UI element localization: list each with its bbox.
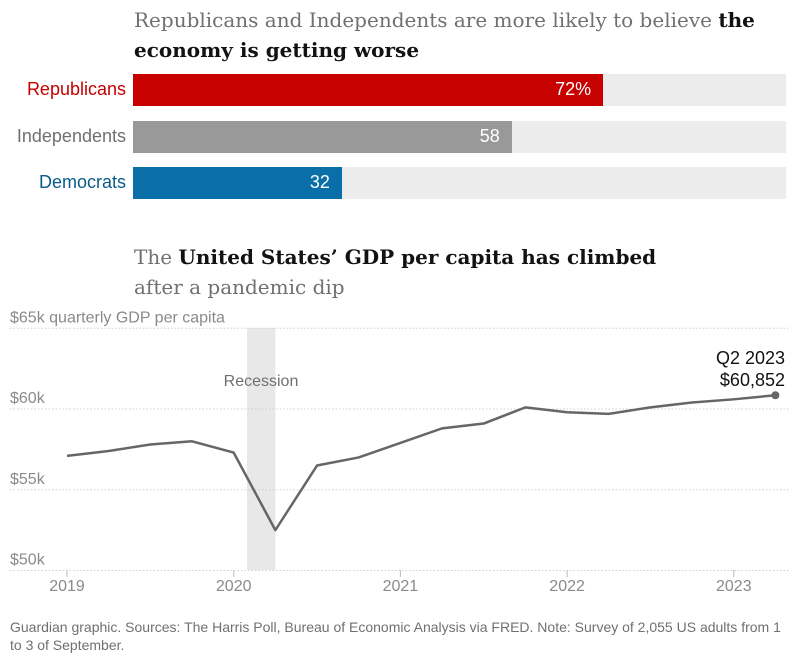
bar-track: 32 xyxy=(133,167,786,199)
line-chart: Recession $65k quarterly GDP per capita $6… xyxy=(10,309,790,595)
bar-category-label: Independents xyxy=(16,125,126,146)
bar-value-label: 58 xyxy=(479,125,500,146)
x-tick-label: 2020 xyxy=(216,578,252,595)
recession-label: Recession xyxy=(224,373,299,390)
bar-category-label: Democrats xyxy=(38,172,126,192)
footer-note: Guardian graphic. Sources: The Harris Po… xyxy=(10,619,781,653)
gdp-line xyxy=(66,393,776,532)
x-tick-label: 2023 xyxy=(716,578,752,595)
bar-republicans: 72% xyxy=(133,74,604,106)
y-tick-label: $65k quarterly GDP per capita xyxy=(10,309,225,326)
y-tick-label: $50k xyxy=(10,552,46,569)
x-tick-label: 2021 xyxy=(383,578,419,595)
bar-track: 58 xyxy=(133,120,786,153)
bar-value-label: 32 xyxy=(309,172,330,192)
bar-value-label: 72% xyxy=(555,79,592,99)
bar-independents: 58 xyxy=(133,120,512,153)
bar-track: 72% xyxy=(133,74,786,106)
bar-chart-title: Republicans and Independents are more li… xyxy=(134,8,755,62)
x-tick-label: 2019 xyxy=(49,578,85,595)
y-tick-label: $55k xyxy=(10,471,46,488)
bar-category-label: Republicans xyxy=(26,79,126,99)
recession-band xyxy=(247,328,276,570)
bar-democrats: 32 xyxy=(133,167,342,199)
y-tick-label: $60k xyxy=(10,390,46,407)
last-point-marker xyxy=(771,391,780,400)
annotation-value: $60,852 xyxy=(720,370,785,390)
annotation-quarter: Q2 2023 xyxy=(716,348,785,368)
line-chart-title: The United States’ GDP per capita has cl… xyxy=(134,245,657,299)
x-tick-label: 2022 xyxy=(549,578,585,595)
